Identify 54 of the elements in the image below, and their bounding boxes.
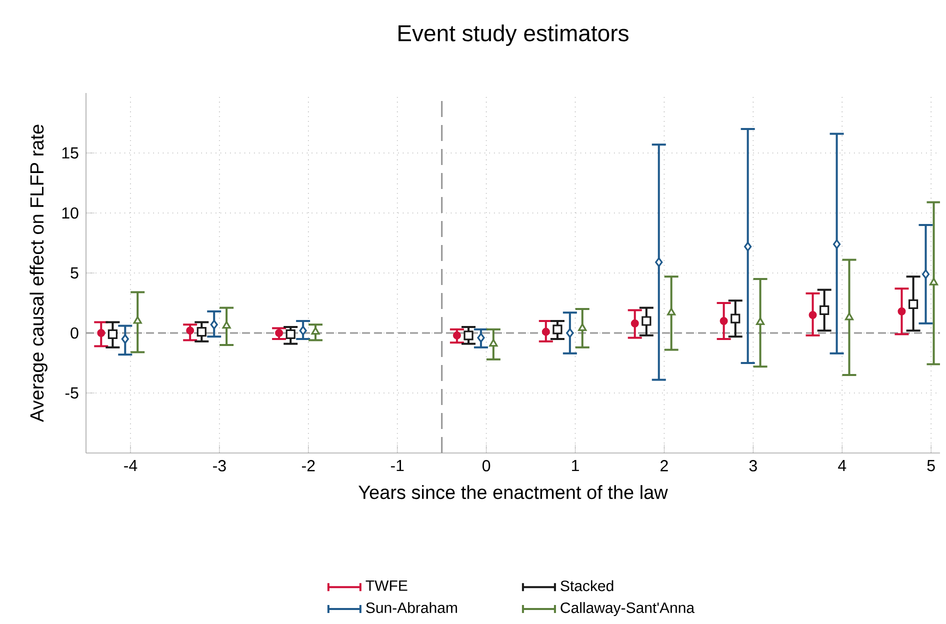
- x-tick-label: -1: [390, 460, 404, 472]
- x-tick-label: 1: [572, 460, 579, 472]
- point: [630, 319, 639, 328]
- point: [908, 299, 918, 310]
- point: [578, 323, 587, 332]
- point: [820, 305, 830, 316]
- point: [210, 320, 218, 330]
- point: [311, 327, 320, 335]
- point: [552, 324, 562, 334]
- point: [121, 334, 129, 344]
- point: [542, 328, 550, 336]
- legend-label: Callaway-Sant'Anna: [560, 602, 695, 616]
- point: [97, 329, 106, 338]
- point: [730, 314, 740, 324]
- y-tick-label: 5: [70, 267, 78, 279]
- point: [108, 329, 118, 340]
- point: [667, 308, 676, 316]
- x-tick-label: 2: [660, 460, 668, 472]
- chart-title: Event study estimators: [398, 24, 628, 46]
- y-tick-label: 15: [62, 147, 78, 159]
- y-axis-title: Average causal effect on FLFP rate: [30, 124, 48, 422]
- point: [452, 331, 461, 340]
- x-tick-label: 4: [838, 460, 846, 472]
- point: [222, 321, 231, 329]
- point: [844, 312, 854, 320]
- x-tick-label: -4: [124, 460, 138, 472]
- point: [642, 316, 652, 326]
- point: [756, 317, 765, 326]
- point: [299, 326, 307, 336]
- point: [808, 311, 817, 320]
- legend-label: Stacked: [560, 580, 614, 592]
- x-tick-label: 5: [927, 460, 935, 472]
- x-tick-label: -2: [302, 460, 315, 472]
- y-tick-label: -5: [65, 387, 78, 399]
- point: [566, 328, 574, 338]
- legend-label: Sun-Abraham: [366, 602, 457, 614]
- point: [464, 330, 474, 340]
- point: [196, 327, 206, 337]
- point: [275, 329, 284, 338]
- x-tick-label: 3: [749, 460, 757, 472]
- x-tick-label: -3: [213, 460, 226, 472]
- point: [489, 339, 498, 347]
- x-axis-title: Years since the enactment of the law: [358, 485, 668, 500]
- point: [655, 257, 663, 268]
- y-tick-label: 0: [70, 327, 78, 339]
- legend-label: TWFE: [366, 580, 408, 591]
- y-tick-label: 10: [62, 207, 78, 219]
- x-tick-label: 0: [482, 460, 490, 472]
- point: [720, 317, 728, 326]
- point: [744, 242, 752, 252]
- point: [832, 239, 841, 250]
- point: [133, 316, 142, 324]
- point: [898, 307, 906, 316]
- point: [477, 333, 485, 343]
